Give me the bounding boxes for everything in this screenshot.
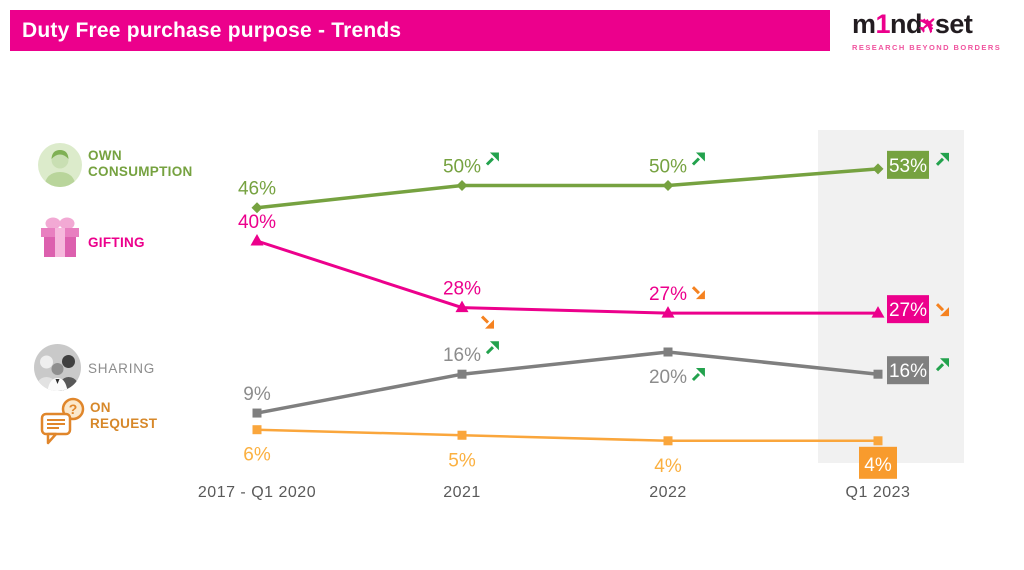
data-point-marker [661,306,675,318]
data-point-marker [250,234,264,246]
data-point-marker [457,369,467,379]
value-label-box [887,150,929,179]
data-point-marker [457,430,467,440]
trend-down-icon [935,303,945,312]
legend-label: GIFTING [88,235,145,250]
value-label-box [887,295,929,324]
value-label: 40% [238,212,276,233]
legend-item-sharing: SHARING [34,344,154,396]
page-title: Duty Free purchase purpose - Trends [22,18,402,42]
value-label: 27% [889,300,927,321]
logo-letter-accent: 1 [875,9,891,39]
series-line-on-request [255,428,880,443]
data-point-marker [663,347,673,357]
data-point-marker [456,180,468,191]
data-point-marker [872,163,884,175]
axis-label: 2021 [443,484,481,501]
value-label: 16% [889,361,927,382]
value-label: 46% [238,179,276,200]
data-point-marker [662,180,674,191]
trend-up-icon [691,372,701,382]
mindset-logo: m1nd✈set RESEARCH BEYOND BORDERS [852,9,1002,52]
series-line-sharing [255,350,880,415]
trend-up-icon [935,157,945,166]
person-icon [38,143,82,187]
trend-up-icon [940,152,949,162]
data-point-marker [252,408,262,418]
value-label: 6% [243,445,271,466]
trend-up-icon [489,152,499,162]
data-point-marker [873,436,883,446]
trend-up-icon [695,368,705,377]
value-label-box [887,356,929,385]
chat-question-icon: ? [40,397,85,445]
data-point-marker [251,202,263,214]
logo-letter: m [852,9,876,39]
legend-label: SHARING [88,361,156,376]
trend-up-icon [695,152,705,162]
trend-down-icon [480,315,490,324]
legend-label: ON REQUEST [90,400,158,431]
value-label: 50% [649,157,687,178]
value-label-box [859,446,897,479]
logo-tagline: RESEARCH BEYOND BORDERS [852,43,1002,52]
gift-icon [41,217,79,257]
trend-up-icon [489,341,499,351]
people-icon [34,344,81,391]
axis-label: 2017 - Q1 2020 [198,484,316,501]
value-label: 20% [649,367,687,388]
trend-up-icon [940,358,949,368]
data-point-marker [663,436,673,446]
value-label: 4% [864,455,892,476]
legend-item-on-request: ? ON REQUEST [40,396,157,451]
logo-letter: set [934,9,973,39]
axis-label: 2022 [649,484,687,501]
axis-label: Q1 2023 [846,484,911,501]
value-label: 53% [889,156,927,177]
slide-title-bar: Duty Free purchase purpose - Trends [10,10,830,51]
value-label: 16% [443,345,481,366]
trend-down-icon [485,319,494,329]
trend-down-icon [695,290,705,300]
logo-wordmark: m1nd✈set [852,9,1002,42]
value-label: 4% [654,456,682,477]
trend-down-icon [940,307,949,317]
value-label: 27% [649,284,687,305]
series-line-gifting [255,239,880,315]
trend-down-icon [691,286,701,295]
value-label: 28% [443,279,481,300]
data-point-marker [455,300,469,313]
trend-up-icon [485,346,495,355]
data-point-marker [871,306,885,318]
legend-label: OWN CONSUMPTION [88,148,193,179]
trend-up-icon [485,157,495,166]
data-point-marker [873,369,883,379]
data-point-marker [252,425,262,435]
legend-item-gifting: GIFTING [41,215,145,262]
svg-text:?: ? [69,401,78,417]
logo-letter: nd [890,9,923,39]
trend-up-icon [935,363,945,372]
trend-up-icon [691,157,701,166]
legend-item-own-consumption: OWN CONSUMPTION [38,143,192,192]
value-label: 5% [448,450,476,471]
value-label: 50% [443,157,481,178]
value-label: 9% [243,384,271,405]
series-line-own-consumption [255,167,880,210]
